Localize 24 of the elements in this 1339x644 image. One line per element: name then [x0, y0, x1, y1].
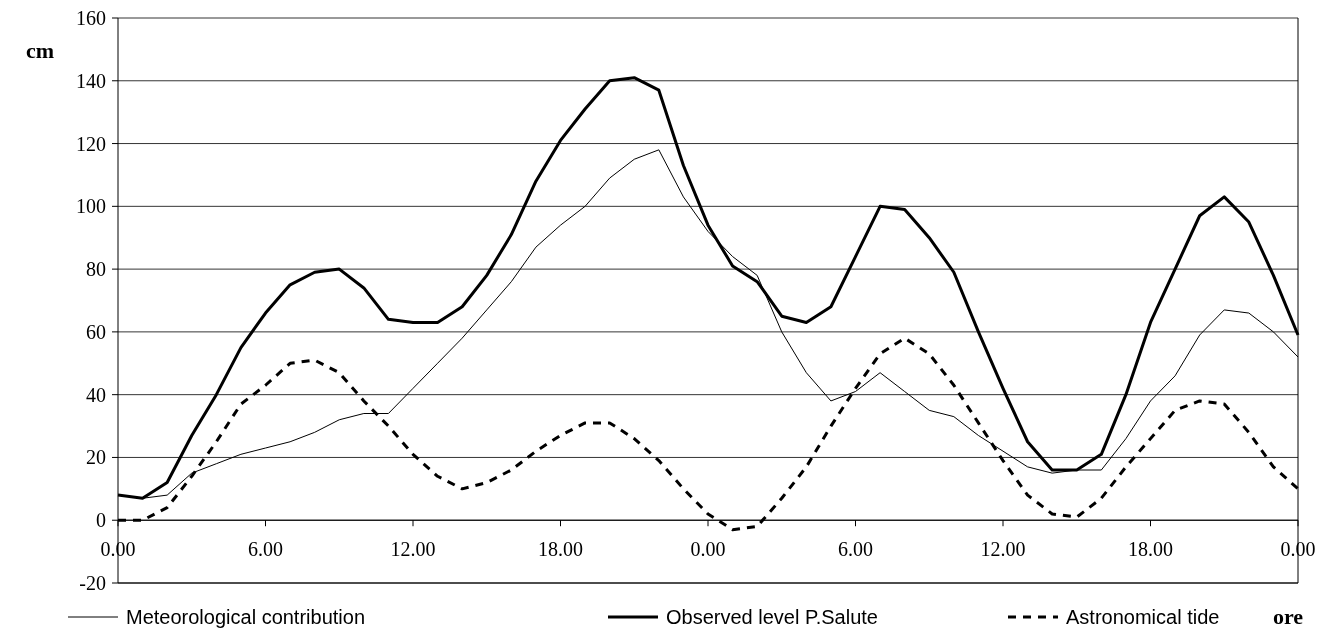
y-tick-label: 40 — [86, 383, 106, 406]
y-tick-label: 0 — [96, 509, 106, 532]
x-tick-label: 0.00 — [1280, 538, 1316, 561]
y-axis-title: cm — [26, 38, 55, 63]
y-tick-label: 80 — [86, 258, 106, 281]
x-tick-label: 18.00 — [1128, 538, 1173, 561]
y-tick-label: 160 — [76, 7, 106, 29]
x-axis-title: ore — [1272, 604, 1304, 629]
legend-label: Astronomical tide — [1066, 606, 1220, 628]
y-tick-label: -20 — [79, 572, 106, 594]
legend-label: Observed level P.Salute — [666, 606, 878, 628]
x-tick-label: 18.00 — [538, 538, 583, 561]
y-tick-label: 60 — [86, 320, 106, 343]
x-tick-label: 6.00 — [248, 538, 283, 561]
x-tick-label: 12.00 — [980, 538, 1026, 561]
x-tick-label: 0.00 — [690, 538, 726, 561]
y-tick-label: 120 — [76, 132, 106, 155]
x-tick-label: 0.00 — [100, 538, 136, 561]
x-tick-label: 12.00 — [390, 538, 436, 561]
legend-label: Meteorological contribution — [126, 606, 366, 628]
y-tick-label: 100 — [76, 195, 106, 218]
y-tick-label: 140 — [76, 69, 106, 92]
x-tick-label: 6.00 — [838, 538, 873, 561]
y-tick-label: 20 — [86, 446, 106, 469]
